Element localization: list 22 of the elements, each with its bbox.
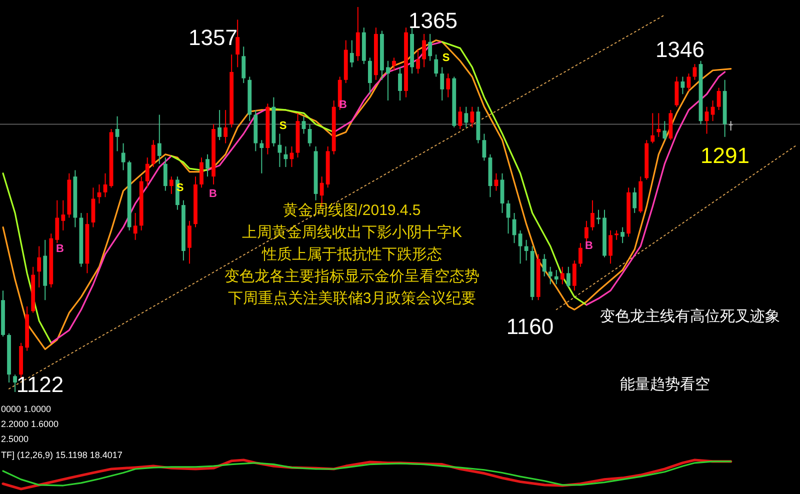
annotation: B xyxy=(56,243,64,255)
annotation: 变色龙主线有高位死叉迹象 xyxy=(600,308,780,325)
annotation: 能量趋势看空 xyxy=(620,376,710,393)
annotation: 2.2000 1.6000 xyxy=(1,419,59,429)
annotation: 下周重点关注美联储3月政策会议纪要 xyxy=(228,290,476,307)
annotation: 2.5000 xyxy=(1,434,29,444)
annotation: S xyxy=(442,52,450,64)
annotation: 1365 xyxy=(408,8,458,33)
annotation: S xyxy=(279,120,287,132)
annotation: 1122 xyxy=(16,372,64,397)
annotation: 1357 xyxy=(188,25,238,50)
annotation: 黄金周线图/2019.4.5 xyxy=(283,202,421,219)
annotation: 变色龙各主要指标显示金价呈看空态势 xyxy=(224,268,480,285)
annotation: 0000 1.0000 xyxy=(1,404,52,414)
annotation: 上周黄金周线收出下影小阴十字K xyxy=(242,224,462,241)
annotation: B xyxy=(209,188,217,200)
annotation: 1291 xyxy=(700,143,750,168)
annotation: 1160 xyxy=(506,314,554,339)
annotation: 性质上属于抵抗性下跌形态 xyxy=(262,246,442,263)
annotation: 1346 xyxy=(656,37,704,62)
annotation: TF] (12,26,9) 15.1198 18.4017 xyxy=(1,450,122,460)
annotation: B xyxy=(585,240,593,252)
